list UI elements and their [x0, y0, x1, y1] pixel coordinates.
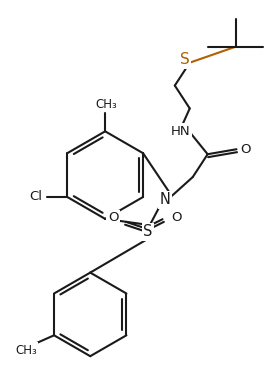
Text: S: S: [143, 224, 153, 239]
Text: Cl: Cl: [29, 190, 42, 203]
Text: CH₃: CH₃: [95, 98, 117, 111]
Text: O: O: [108, 212, 118, 224]
Text: O: O: [172, 212, 182, 224]
Text: HN: HN: [171, 125, 191, 138]
Text: CH₃: CH₃: [15, 344, 37, 357]
Text: S: S: [180, 52, 190, 67]
Text: O: O: [240, 143, 251, 156]
Text: N: N: [160, 192, 170, 208]
